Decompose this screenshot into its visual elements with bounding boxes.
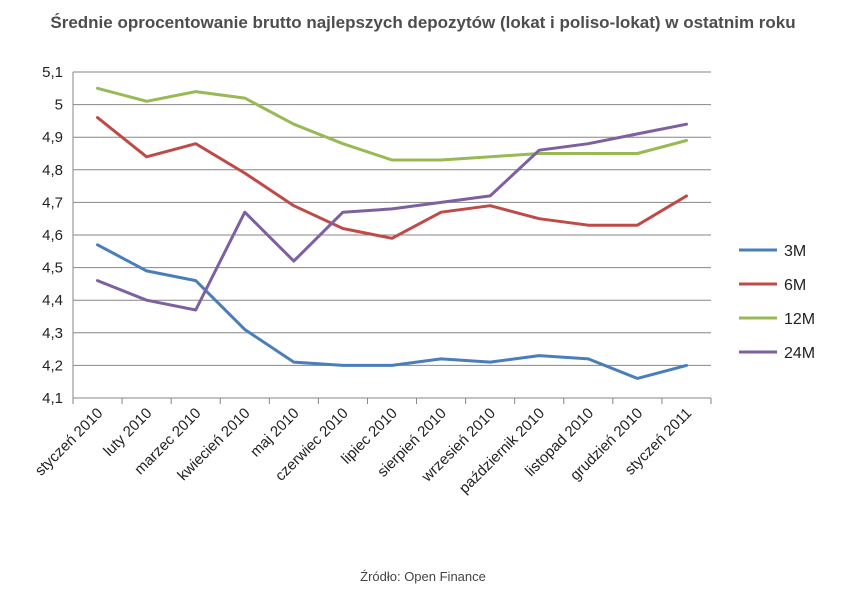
legend-label-24m: 24M [784,345,815,362]
y-tick-label: 4,7 [42,194,63,211]
y-tick-label: 4,6 [42,227,63,244]
series-line-24m [96,122,688,312]
legend-label-12m: 12M [784,311,815,328]
y-tick-label: 4,5 [42,260,63,277]
y-tick-label: 4,8 [42,162,63,179]
series-line-3m [96,243,688,380]
y-tick-label: 4,2 [42,357,63,374]
source-note: Źródło: Open Finance [360,569,486,584]
y-tick-label: 5 [55,97,63,114]
y-tick-label: 4,3 [42,325,63,342]
legend-label-3m: 3M [784,243,806,260]
y-tick-label: 4,1 [42,390,63,407]
series-line-12m [96,86,688,162]
y-tick-label: 4,9 [42,129,63,146]
y-tick-label: 4,4 [42,292,63,309]
series-line-6m [96,116,688,240]
legend-label-6m: 6M [784,277,806,294]
x-tick-label: styczeń 2010 [32,405,107,480]
x-tick-label: październik 2010 [456,405,548,497]
y-tick-label: 5,1 [42,64,63,81]
chart-title: Średnie oprocentowanie brutto najlepszyc… [50,13,796,32]
